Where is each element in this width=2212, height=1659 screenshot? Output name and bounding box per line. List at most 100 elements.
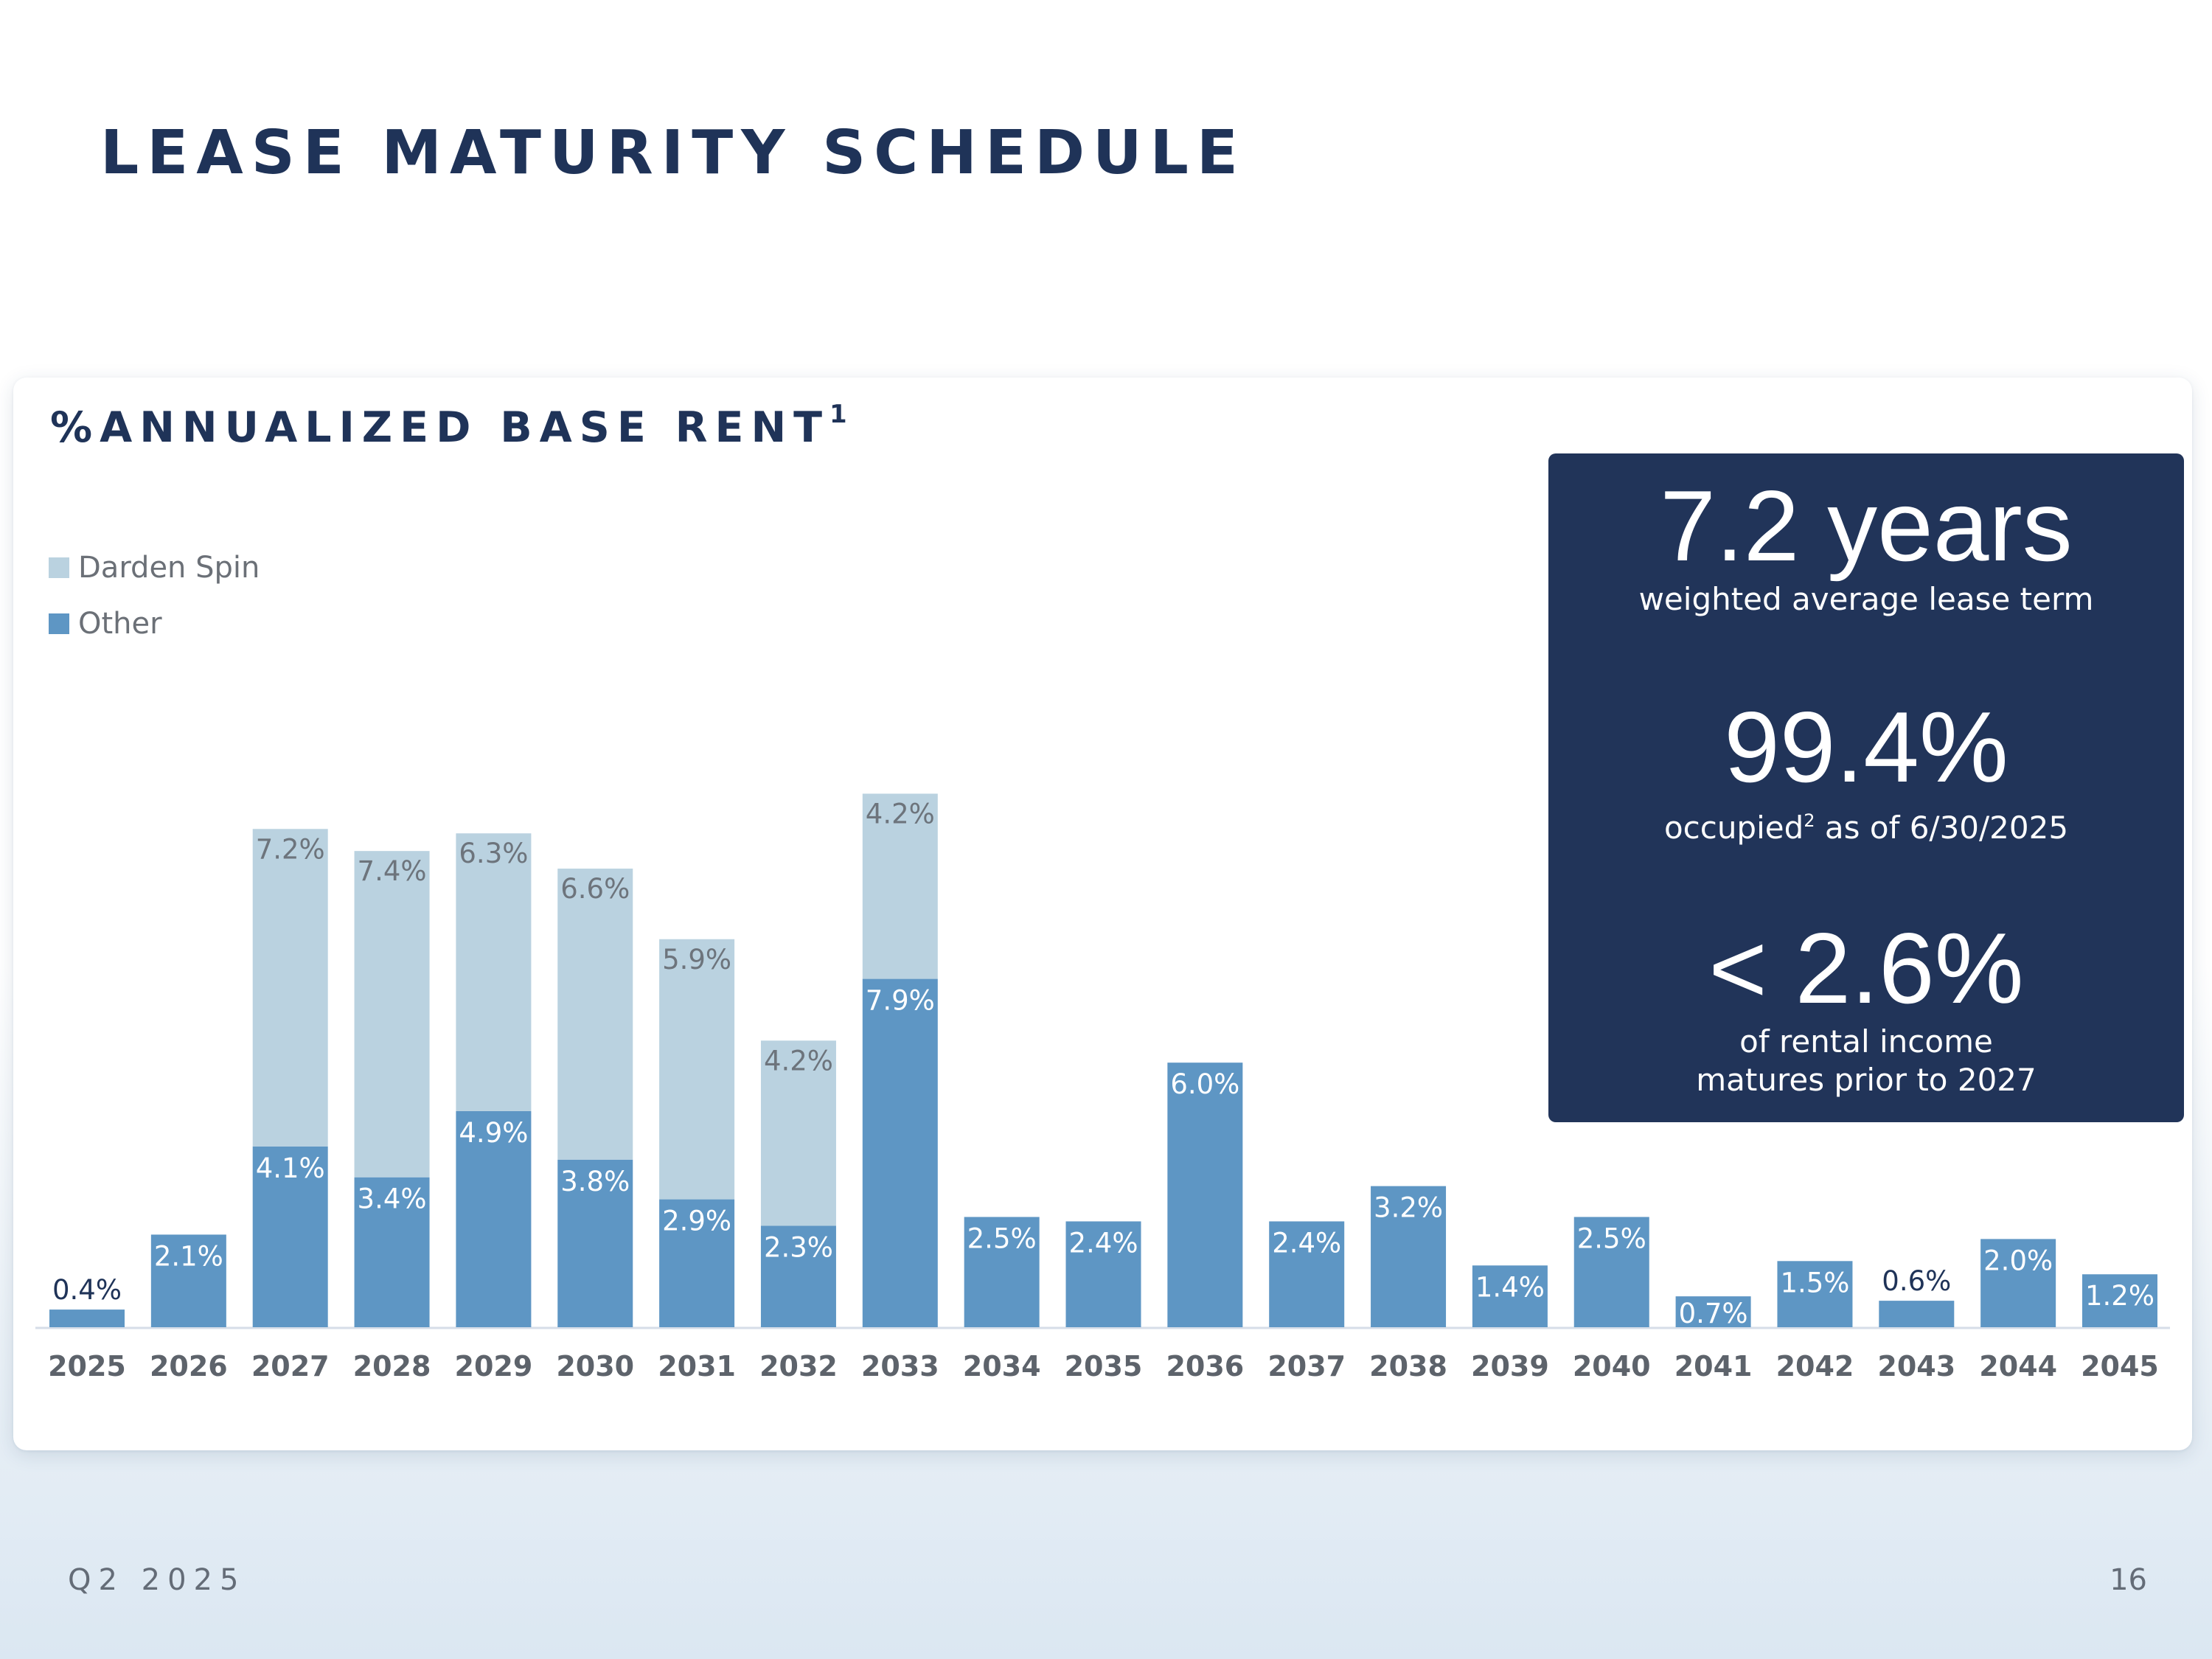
data-label-darden-2029: 6.3% — [459, 838, 528, 869]
stat-occupancy-label-post: as of 6/30/2025 — [1815, 810, 2069, 846]
data-label-other-2039: 1.4% — [1475, 1271, 1545, 1303]
bar-other-2029 — [456, 1110, 532, 1327]
data-label-other-2027: 4.1% — [256, 1152, 325, 1184]
chart-title: %ANNUALIZED BASE RENT1 — [50, 400, 847, 452]
x-tick-label-2035: 2035 — [1065, 1350, 1143, 1382]
data-label-other-2041: 0.7% — [1679, 1298, 1748, 1329]
bar-other-2037 — [1269, 1221, 1345, 1327]
legend-label-other: Other — [78, 607, 162, 641]
stat-rental-income: < 2.6% of rental income matures prior to… — [1548, 918, 2184, 1099]
data-label-other-2025: 0.4% — [52, 1274, 122, 1306]
x-tick-label-2041: 2041 — [1674, 1350, 1753, 1382]
x-tick-label-2038: 2038 — [1369, 1350, 1447, 1382]
x-tick-label-2037: 2037 — [1267, 1350, 1346, 1382]
bar-other-2039 — [1472, 1265, 1548, 1327]
chart-title-text: %ANNUALIZED BASE RENT — [50, 403, 830, 452]
x-tick-label-2040: 2040 — [1573, 1350, 1651, 1382]
data-label-other-2034: 2.5% — [967, 1223, 1037, 1255]
data-label-darden-2032: 4.2% — [764, 1045, 833, 1077]
x-tick-label-2028: 2028 — [353, 1350, 431, 1382]
bar-darden-2033 — [862, 793, 938, 979]
bar-other-2028 — [354, 1177, 430, 1327]
x-tick-label-2031: 2031 — [658, 1350, 736, 1382]
bar-other-2036 — [1167, 1062, 1243, 1327]
bar-other-2033 — [862, 978, 938, 1327]
data-label-other-2026: 2.1% — [154, 1240, 223, 1272]
data-label-darden-2031: 5.9% — [662, 944, 731, 975]
data-label-darden-2028: 7.4% — [358, 855, 427, 887]
data-label-other-2035: 2.4% — [1069, 1227, 1138, 1259]
x-tick-label-2044: 2044 — [1979, 1350, 2057, 1382]
data-label-other-2033: 7.9% — [866, 985, 935, 1017]
legend: Darden Spin Other — [49, 540, 260, 652]
data-label-other-2036: 6.0% — [1170, 1068, 1239, 1100]
data-label-other-2042: 1.5% — [1780, 1267, 1849, 1298]
legend-item-other: Other — [49, 596, 260, 652]
bar-darden-2030 — [557, 869, 633, 1160]
data-label-other-2029: 4.9% — [459, 1117, 528, 1149]
x-tick-label-2026: 2026 — [150, 1350, 228, 1382]
bar-chart: 0.4% 2025 2.1% 2026 7.2% 4.1% 2027 7.4% 3.4% 2028… — [35, 793, 2170, 1382]
stat-occupancy-footnote: 2 — [1804, 810, 1815, 831]
data-label-other-2045: 1.2% — [2085, 1280, 2154, 1312]
chart-title-footnote: 1 — [830, 400, 847, 429]
stat-lease-term-value: 7.2 years — [1660, 470, 2073, 582]
data-label-other-2044: 2.0% — [1983, 1245, 2053, 1276]
data-label-darden-2027: 7.2% — [256, 833, 325, 865]
stat-occupancy-value: 99.4% — [1724, 691, 2008, 803]
x-tick-label-2039: 2039 — [1471, 1350, 1549, 1382]
stat-lease-term-label: weighted average lease term — [1638, 581, 2094, 617]
x-tick-label-2027: 2027 — [251, 1350, 330, 1382]
data-label-darden-2033: 4.2% — [866, 798, 935, 830]
bar-other-2035 — [1065, 1221, 1141, 1327]
stat-occupancy-label: occupied2 as of 6/30/2025 — [1548, 801, 2184, 847]
stat-rental-income-label: of rental income matures prior to 2027 — [1696, 1023, 2037, 1098]
data-label-other-2028: 3.4% — [358, 1183, 427, 1215]
bar-other-2026 — [150, 1234, 226, 1327]
x-tick-label-2025: 2025 — [48, 1350, 126, 1382]
x-tick-label-2045: 2045 — [2081, 1350, 2159, 1382]
bar-other-2032 — [760, 1225, 836, 1327]
page-number: 16 — [2110, 1563, 2147, 1597]
page-title: LEASE MATURITY SCHEDULE — [100, 118, 1246, 188]
x-tick-label-2030: 2030 — [556, 1350, 634, 1382]
bar-other-2045 — [2082, 1274, 2157, 1327]
data-label-other-2043: 0.6% — [1882, 1265, 1951, 1297]
bar-other-2041 — [1675, 1296, 1751, 1327]
bar-other-2044 — [1980, 1239, 2056, 1327]
data-label-other-2038: 3.2% — [1374, 1192, 1443, 1224]
bar-other-2043 — [1879, 1301, 1955, 1327]
bar-other-2034 — [964, 1217, 1040, 1327]
data-label-other-2037: 2.4% — [1272, 1227, 1341, 1259]
data-label-other-2040: 2.5% — [1577, 1223, 1646, 1255]
data-label-other-2030: 3.8% — [560, 1166, 630, 1197]
legend-label-darden: Darden Spin — [78, 551, 260, 585]
x-tick-label-2033: 2033 — [861, 1350, 939, 1382]
bar-other-2025 — [49, 1310, 125, 1327]
legend-swatch-other — [49, 613, 69, 634]
x-tick-label-2029: 2029 — [455, 1350, 533, 1382]
stats-panel: 7.2 years weighted average lease term 99… — [1548, 453, 2184, 1122]
x-tick-label-2042: 2042 — [1776, 1350, 1854, 1382]
bar-other-2038 — [1371, 1186, 1447, 1327]
bar-other-2027 — [252, 1146, 328, 1327]
stat-lease-term: 7.2 years weighted average lease term — [1548, 476, 2184, 619]
bar-other-2031 — [659, 1199, 735, 1327]
data-label-other-2031: 2.9% — [662, 1206, 731, 1237]
x-tick-label-2036: 2036 — [1166, 1350, 1244, 1382]
stat-occupancy: 99.4% occupied2 as of 6/30/2025 — [1548, 697, 2184, 847]
chart-card: %ANNUALIZED BASE RENT1 Darden Spin Other… — [13, 378, 2192, 1450]
x-tick-label-2043: 2043 — [1877, 1350, 1955, 1382]
bar-darden-2031 — [659, 939, 735, 1200]
bar-darden-2027 — [252, 829, 328, 1147]
footer-period: Q2 2025 — [68, 1563, 246, 1597]
bar-other-2042 — [1777, 1261, 1853, 1327]
legend-item-darden: Darden Spin — [49, 540, 260, 596]
bar-darden-2028 — [354, 851, 430, 1178]
bar-other-2030 — [557, 1159, 633, 1327]
bar-other-2040 — [1573, 1217, 1649, 1327]
legend-swatch-darden — [49, 557, 69, 578]
x-tick-label-2034: 2034 — [963, 1350, 1041, 1382]
x-tick-label-2032: 2032 — [759, 1350, 838, 1382]
data-label-darden-2030: 6.6% — [560, 873, 630, 905]
